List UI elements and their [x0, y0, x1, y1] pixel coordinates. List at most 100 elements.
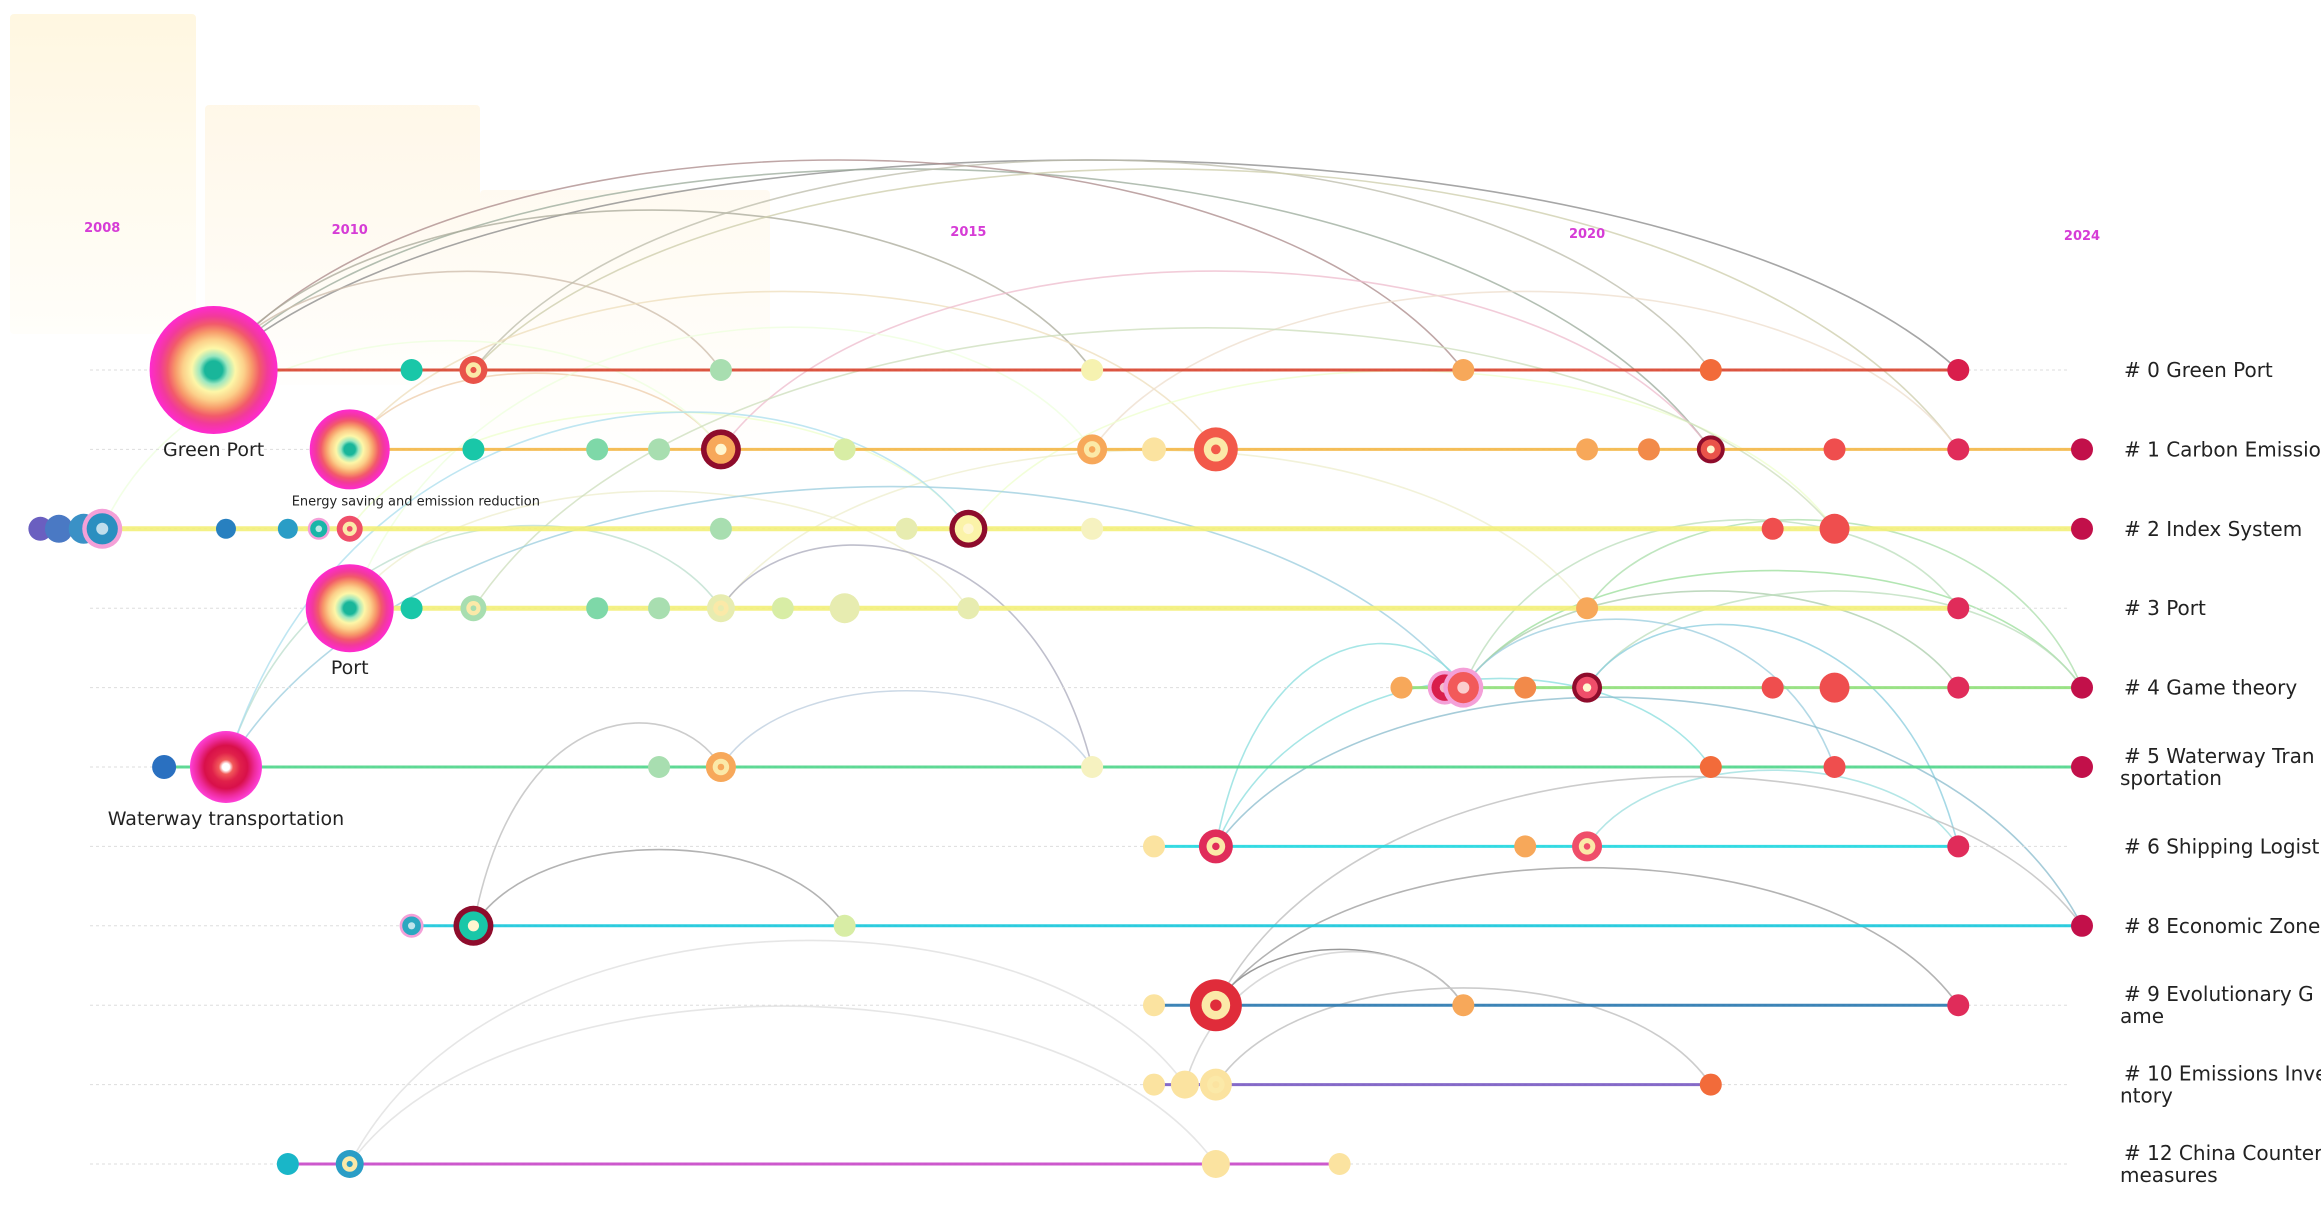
cluster-label-line: sportation — [2120, 766, 2222, 790]
year-tick-label: 2008 — [84, 221, 120, 236]
citation-arc — [212, 159, 1464, 371]
node-circle — [1699, 756, 1722, 778]
node-circle — [1514, 835, 1537, 858]
keyword-node — [1947, 597, 1970, 620]
keyword-node — [700, 429, 741, 470]
cluster-label-6: # 6 Shipping Logistics — [2124, 834, 2321, 858]
citation-arc — [1586, 590, 2083, 689]
keyword-node — [1081, 756, 1104, 778]
citation-arc — [225, 411, 970, 768]
node-center — [1457, 681, 1470, 694]
citation-arc — [720, 689, 1093, 768]
citation-arc — [720, 544, 1093, 768]
keyword-node — [215, 518, 236, 539]
keyword-node — [2071, 676, 2093, 699]
keyword-node — [462, 438, 485, 461]
keyword-node — [833, 438, 856, 461]
node-center — [470, 366, 477, 374]
node-circle — [44, 514, 73, 543]
year-axis: 2008 2010 2015 2020 2024 — [84, 221, 2100, 244]
node-circle — [1081, 359, 1104, 381]
citation-arc — [472, 722, 722, 926]
node-center — [1088, 446, 1096, 453]
keyword-node — [1452, 994, 1475, 1017]
cluster-label-8: # 8 Economic Zone — [2124, 914, 2320, 938]
keyword-node — [648, 597, 671, 620]
keyword-node — [949, 509, 988, 548]
node-circle — [1947, 835, 1970, 858]
keyword-node — [1142, 1073, 1165, 1096]
node-label: Energy saving and emission reduction — [292, 494, 540, 509]
node-center — [407, 922, 416, 930]
node-circle — [2071, 756, 2093, 778]
citation-arc — [1462, 518, 1959, 688]
node-circle — [648, 756, 671, 778]
keyword-node: Green Port — [149, 306, 278, 461]
keyword-node — [277, 518, 298, 539]
cluster-label-line: # 2 Index System — [2124, 517, 2302, 541]
year-tick-label: 2010 — [332, 223, 368, 238]
node-circle — [276, 1153, 299, 1175]
keyword-node — [1637, 438, 1660, 461]
keyword-node — [706, 594, 735, 623]
cluster-label-line: # 10 Emissions Inve — [2124, 1062, 2321, 1086]
keyword-node: Waterway transportation — [108, 731, 344, 830]
node-circle — [1081, 756, 1104, 778]
citation-arc — [1215, 696, 2083, 927]
keyword-node — [1452, 359, 1475, 381]
node-circle — [709, 517, 732, 540]
node-circle — [1947, 597, 1970, 620]
keyword-node — [1699, 1073, 1722, 1096]
citation-arc — [1215, 987, 1712, 1086]
node-circle — [957, 597, 980, 620]
citation-arc — [212, 270, 722, 371]
node-center — [1212, 1081, 1220, 1089]
keyword-node — [1572, 831, 1603, 862]
keyword-node — [400, 597, 423, 620]
burst-node-circle — [149, 306, 278, 434]
cluster-label-0: # 0 Green Port — [2124, 358, 2273, 382]
node-center — [963, 523, 974, 535]
node-circle — [586, 438, 609, 461]
cluster-label-line: # 9 Evolutionary G — [2124, 982, 2314, 1006]
node-circle — [215, 518, 236, 539]
keyword-node — [2071, 438, 2093, 461]
keyword-node — [833, 914, 856, 937]
keyword-node — [336, 515, 363, 542]
node-circle — [1514, 676, 1537, 699]
cluster-label-line: # 6 Shipping Logistics — [2124, 834, 2321, 858]
keyword-node — [2071, 914, 2093, 937]
node-label: Green Port — [163, 439, 264, 461]
keyword-node — [1189, 979, 1242, 1032]
node-circle — [1947, 359, 1970, 381]
cluster-label-line: # 1 Carbon Emissions — [2124, 437, 2321, 461]
year-tick-label: 2015 — [950, 225, 986, 240]
node-circle — [1947, 994, 1970, 1017]
citation-arc — [1462, 618, 1836, 768]
keyword-node — [957, 597, 980, 620]
cluster-label-1: # 1 Carbon Emissions — [2124, 437, 2321, 461]
keyword-node — [2071, 756, 2093, 778]
cluster-label-10: # 10 Emissions Inve ntory — [2120, 1062, 2321, 1108]
keyword-node — [1390, 676, 1413, 699]
keyword-node — [399, 913, 424, 938]
keyword-node — [1947, 438, 1970, 461]
node-circle — [1328, 1153, 1351, 1175]
burst-node-circle — [305, 564, 394, 653]
cluster-label-line: # 8 Economic Zone — [2124, 914, 2320, 938]
cluster-labels: # 0 Green Port # 1 Carbon Emissions # 2 In… — [2120, 358, 2321, 1187]
keyword-node — [1947, 835, 1970, 858]
keyword-node — [1081, 517, 1104, 540]
citation-arc — [101, 340, 722, 530]
node-circle — [1390, 676, 1413, 699]
citation-arcs — [101, 159, 2083, 1165]
keyword-node — [2071, 517, 2093, 540]
keyword-node — [460, 595, 487, 622]
keyword-nodes: Green Port Energy saving and emission red… — [28, 306, 2093, 1178]
node-center — [346, 1160, 353, 1168]
node-circle — [833, 438, 856, 461]
keyword-node — [1947, 994, 1970, 1017]
node-circle — [771, 597, 794, 620]
